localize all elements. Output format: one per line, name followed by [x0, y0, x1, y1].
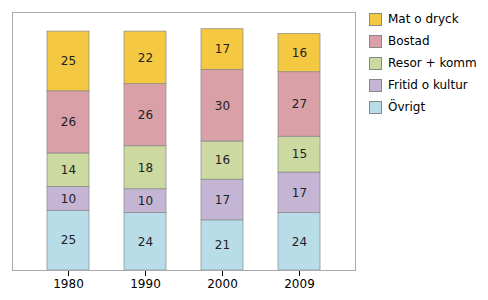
html-text:Övrigt: Övrigt: [388, 100, 426, 114]
svg-text:14: 14: [61, 163, 76, 177]
html-text:Bostad: Bostad: [388, 34, 430, 48]
html-text:Mat o dryck: Mat o dryck: [388, 12, 459, 26]
svg-text:26: 26: [61, 115, 76, 129]
svg-text:16: 16: [292, 46, 307, 60]
svg-text:25: 25: [61, 54, 76, 68]
svg-text:21: 21: [215, 238, 230, 252]
svg-text:30: 30: [215, 99, 230, 113]
svg-text:16: 16: [215, 153, 230, 167]
svg-text:25: 25: [61, 233, 76, 247]
svg-text:17: 17: [215, 42, 230, 56]
svg-text:27: 27: [292, 97, 307, 111]
svg-text:17: 17: [215, 193, 230, 207]
svg-text:17: 17: [292, 186, 307, 200]
svg-text:26: 26: [138, 108, 153, 122]
svg-text:15: 15: [292, 147, 307, 161]
svg-text:10: 10: [61, 192, 76, 206]
svg-text:18: 18: [138, 161, 153, 175]
svg-text:2000: 2000: [207, 277, 238, 291]
html-text:Resor + komm: Resor + komm: [388, 56, 477, 70]
svg-text:24: 24: [292, 235, 307, 249]
html-text:Fritid o kultur: Fritid o kultur: [388, 78, 468, 92]
svg-text:10: 10: [138, 194, 153, 208]
svg-text:1980: 1980: [53, 277, 84, 291]
svg-text:1990: 1990: [130, 277, 161, 291]
svg-text:2009: 2009: [284, 277, 315, 291]
svg-text:24: 24: [138, 235, 153, 249]
svg-text:22: 22: [138, 51, 153, 65]
